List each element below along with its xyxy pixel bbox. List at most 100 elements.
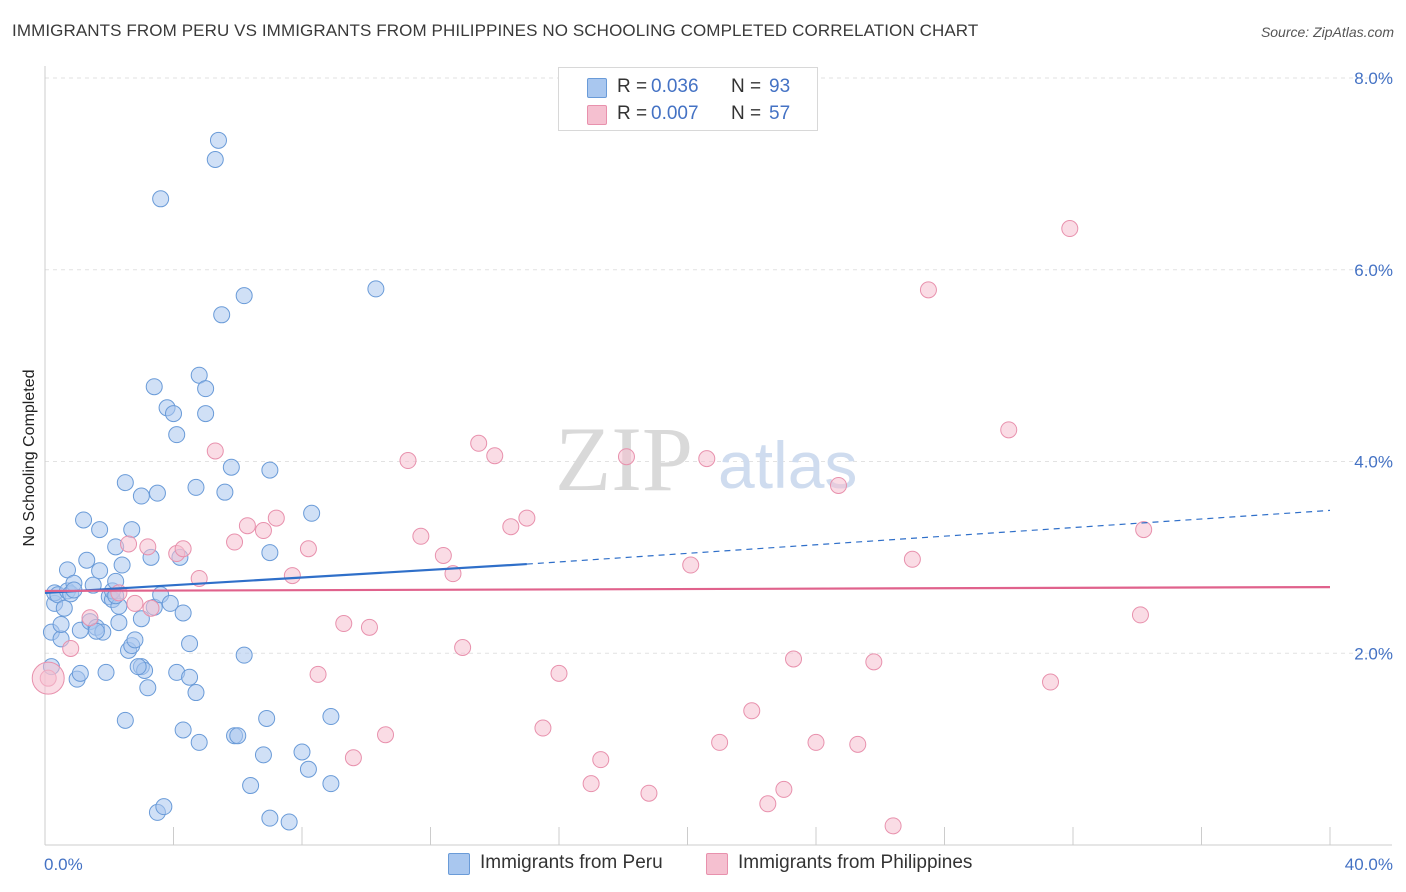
philippines-point-14 — [254, 522, 272, 540]
peru-point-38 — [126, 631, 144, 649]
philippines-point-21 — [360, 618, 378, 636]
peru-point-60 — [187, 478, 205, 496]
philippines-point-12 — [226, 533, 244, 551]
philippines-point-29 — [486, 447, 504, 465]
philippines-point-11 — [206, 442, 224, 460]
peru-n-value: 93 — [769, 76, 791, 97]
y-tick-label-2: 6.0% — [1354, 261, 1393, 280]
philippines-point-9 — [174, 540, 192, 558]
peru-point-67 — [209, 131, 227, 149]
philippines-point-49 — [865, 653, 883, 671]
peru-point-92 — [129, 658, 147, 676]
peru-point-37 — [123, 521, 141, 539]
peru-point-56 — [174, 721, 192, 739]
y-axis-label: No Schooling Completed — [21, 370, 38, 547]
philippines-point-5 — [126, 594, 144, 612]
peru-swatch — [587, 78, 607, 98]
peru-point-43 — [139, 679, 157, 697]
philippines-point-6 — [139, 538, 157, 556]
peru-point-7 — [55, 599, 73, 617]
philippines-point-39 — [682, 556, 700, 574]
philippines-point-45 — [785, 650, 803, 668]
peru-point-89 — [155, 798, 173, 816]
peru-point-14 — [71, 664, 89, 682]
peru-point-32 — [113, 556, 131, 574]
philippines-point-30 — [502, 518, 520, 536]
peru-point-64 — [197, 380, 215, 398]
philippines-point-22 — [377, 726, 395, 744]
philippines-point-51 — [903, 550, 921, 568]
peru-point-47 — [148, 484, 166, 502]
philippines-point-20 — [344, 749, 362, 767]
trend-lines — [44, 509, 1331, 594]
peru-point-40 — [132, 610, 150, 628]
philippines-r-value: 0.007 — [651, 103, 699, 124]
y-tick-label-3: 8.0% — [1354, 69, 1393, 88]
peru-point-59 — [181, 668, 199, 686]
philippines-point-17 — [299, 540, 317, 558]
peru-trend-line — [44, 562, 527, 594]
x-tick-labels: 0.0% 40.0% — [44, 855, 1393, 874]
peru-point-68 — [213, 306, 231, 324]
philippines-points — [31, 69, 1153, 835]
philippines-r-label: R = — [617, 103, 648, 124]
peru-point-83 — [299, 760, 317, 778]
gridlines — [45, 77, 1392, 654]
peru-point-33 — [116, 474, 134, 492]
philippines-point-27 — [454, 638, 472, 656]
peru-point-84 — [303, 504, 321, 522]
peru-point-57 — [174, 604, 192, 622]
peru-point-74 — [235, 287, 253, 305]
y-tick-labels: 2.0% 4.0% 6.0% 8.0% — [1354, 69, 1393, 663]
peru-point-6 — [52, 615, 70, 633]
philippines-point-55 — [1061, 220, 1079, 238]
philippines-point-43 — [759, 795, 777, 813]
philippines-point-2 — [81, 609, 99, 627]
peru-point-58 — [181, 635, 199, 653]
philippines-point-13 — [238, 517, 256, 535]
philippines-point-48 — [849, 735, 867, 753]
peru-point-53 — [168, 426, 186, 444]
peru-point-85 — [322, 775, 340, 793]
philippines-point-47 — [829, 476, 847, 494]
philippines-point-15 — [267, 509, 285, 527]
philippines-point-54 — [1042, 673, 1060, 691]
peru-point-81 — [280, 813, 298, 831]
peru-point-46 — [145, 378, 163, 396]
philippines-point-23 — [399, 452, 417, 470]
philippines-point-28 — [470, 434, 488, 452]
peru-point-65 — [197, 405, 215, 423]
peru-point-75 — [242, 777, 260, 795]
philippines-large-point — [31, 661, 65, 695]
correlation-legend: R = 0.036 N = 93 R = 0.007 N = 57 — [558, 67, 818, 131]
peru-point-61 — [187, 684, 205, 702]
y-tick-label-0: 2.0% — [1354, 644, 1393, 663]
philippines-legend-swatch — [706, 853, 728, 875]
philippines-n-label: N = — [731, 103, 762, 124]
axes — [44, 66, 1392, 846]
y-tick-label-1: 4.0% — [1354, 453, 1393, 472]
peru-r-value: 0.036 — [651, 76, 699, 97]
philippines-point-33 — [550, 664, 568, 682]
peru-points — [42, 131, 385, 831]
philippines-point-42 — [743, 702, 761, 720]
peru-point-16 — [75, 511, 93, 529]
peru-point-76 — [254, 746, 272, 764]
philippines-point-50 — [884, 817, 902, 835]
philippines-point-19 — [335, 615, 353, 633]
peru-point-86 — [322, 708, 340, 726]
x-tick-label-end: 40.0% — [1345, 855, 1393, 874]
peru-point-34 — [116, 711, 134, 729]
philippines-point-37 — [640, 784, 658, 802]
peru-point-79 — [261, 544, 279, 562]
philippines-point-52 — [919, 281, 937, 299]
source-credit: Source: ZipAtlas.com — [1260, 24, 1394, 40]
peru-point-21 — [91, 562, 109, 580]
philippines-point-34 — [582, 775, 600, 793]
philippines-point-25 — [434, 546, 452, 564]
peru-point-22 — [91, 521, 109, 539]
philippines-trend-line — [44, 585, 1331, 593]
philippines-swatch — [587, 105, 607, 125]
philippines-point-16 — [283, 567, 301, 585]
